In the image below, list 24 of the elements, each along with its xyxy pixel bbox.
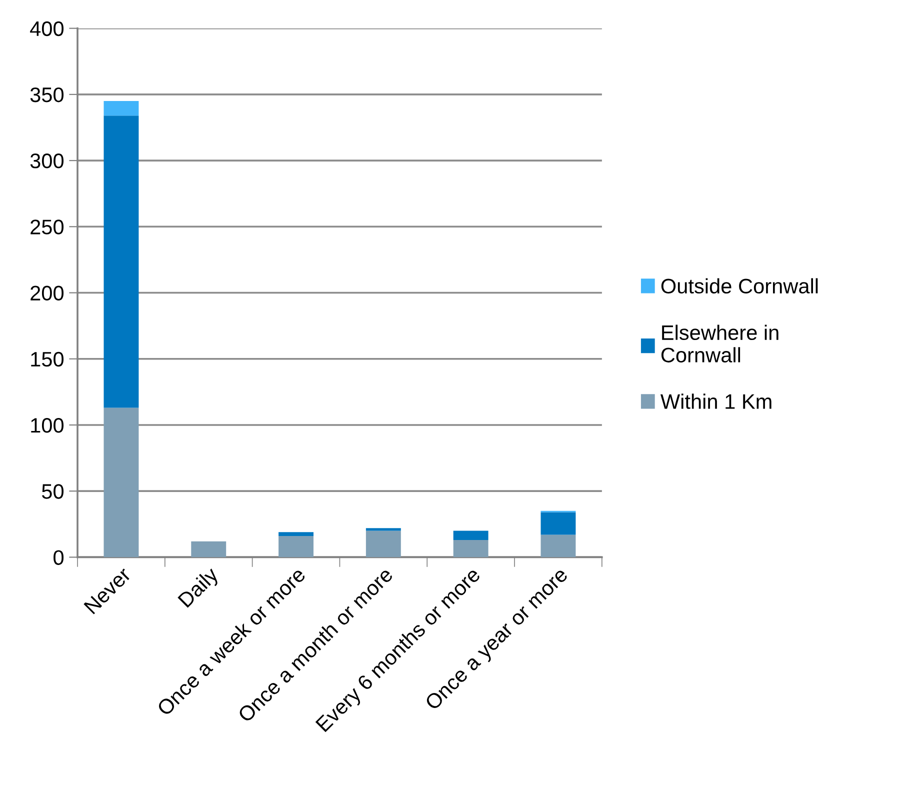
y-tick-label: 400: [30, 21, 64, 36]
legend-label: Outside Cornwall: [661, 278, 818, 294]
bar: [540, 512, 576, 535]
bar: [366, 528, 401, 531]
y-tick-label: 0: [54, 550, 64, 565]
legend-label: Elsewhere in Cornwall: [661, 324, 778, 362]
bar: [540, 534, 576, 558]
bar: [104, 408, 139, 558]
bar: [453, 540, 488, 558]
bar: [278, 536, 314, 558]
y-tick-label: 100: [31, 418, 64, 433]
y-tick-label: 300: [30, 154, 64, 168]
y-tick-label: 200: [30, 286, 64, 301]
bar: [453, 530, 488, 540]
legend-label: Within 1 Km: [660, 394, 772, 409]
bar: [191, 541, 226, 558]
bar: [278, 532, 314, 536]
y-tick-label: 250: [30, 220, 64, 234]
y-tick-label: 150: [31, 352, 64, 367]
bar: [366, 530, 401, 558]
y-tick-label: 50: [42, 484, 64, 499]
y-tick-label: 350: [30, 87, 64, 102]
bar: [104, 116, 139, 408]
bar: [104, 101, 139, 116]
